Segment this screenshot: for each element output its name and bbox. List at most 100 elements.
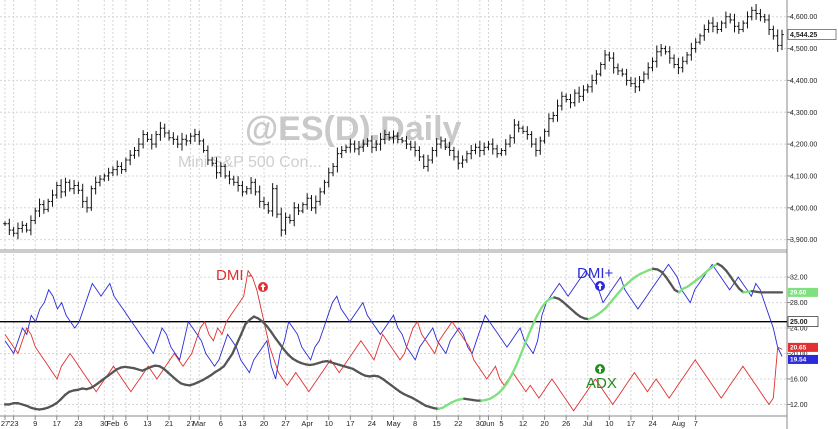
x-tick-label: 21 xyxy=(165,419,173,428)
price-bar xyxy=(417,146,422,162)
price-bar xyxy=(404,135,409,150)
reference-level-value: 25.00 xyxy=(790,319,808,326)
x-tick-label: 12 xyxy=(519,419,527,428)
price-bar xyxy=(210,156,214,167)
price-bar xyxy=(538,136,543,155)
price-bar xyxy=(124,157,128,173)
price-bar xyxy=(288,214,292,224)
price-bar xyxy=(76,181,81,195)
price-bar xyxy=(322,179,327,195)
reference-level-label: 25.00 xyxy=(787,316,819,327)
price-bar xyxy=(33,207,38,224)
price-bar xyxy=(603,49,607,70)
price-bar xyxy=(365,138,370,147)
x-tick-label: May xyxy=(386,419,400,428)
price-bar xyxy=(85,196,89,213)
price-bar xyxy=(305,193,309,210)
price-bar xyxy=(357,140,361,156)
x-tick-label: 20 xyxy=(540,419,548,428)
price-bar xyxy=(7,218,12,236)
price-bar xyxy=(50,189,55,207)
x-tick-label: Apr xyxy=(301,419,313,428)
price-axis-labels: 3,900.00 4,000.00 4,100.00 4,200.00 4,300.00… xyxy=(787,14,837,244)
adx-segment xyxy=(231,342,238,355)
price-bar xyxy=(568,93,573,109)
price-bar xyxy=(283,212,288,235)
x-tick-label: Feb xyxy=(106,419,119,428)
price-bar xyxy=(780,29,784,51)
price-bar xyxy=(542,128,547,144)
annotation-dmi-minus: DMI - xyxy=(216,267,268,292)
dmi-adx-lines xyxy=(3,262,784,412)
annotation-adx: ADX xyxy=(586,364,617,392)
price-bar xyxy=(374,140,379,152)
y-tick-label: 12.00 xyxy=(790,402,808,409)
price-bar xyxy=(106,167,111,181)
price-bar xyxy=(348,138,353,153)
price-bar xyxy=(128,150,132,166)
price-bar xyxy=(711,17,715,33)
price-bar xyxy=(499,148,504,156)
price-bar xyxy=(227,170,232,185)
price-bar xyxy=(292,202,297,227)
reference-level-box xyxy=(787,316,819,327)
adx-segment xyxy=(518,344,526,358)
price-bar xyxy=(279,207,284,237)
price-bar xyxy=(145,131,150,143)
price-bar xyxy=(667,46,672,64)
price-bar xyxy=(698,33,702,45)
price-bar xyxy=(737,21,741,34)
price-bar xyxy=(452,146,456,161)
price-bar xyxy=(171,132,176,145)
price-bar xyxy=(37,198,42,218)
price-bar xyxy=(676,58,681,75)
price-bar xyxy=(486,141,491,151)
price-bar xyxy=(167,130,171,141)
watermark-symbol: @ES(D),Daily xyxy=(245,110,462,148)
price-bar xyxy=(137,137,141,157)
price-bar xyxy=(132,147,137,159)
x-tick-label: 10 xyxy=(325,419,333,428)
price-bar xyxy=(314,195,318,214)
price-bar xyxy=(689,42,694,61)
x-tick-label: 30 xyxy=(100,419,108,428)
price-bar xyxy=(301,202,305,214)
price-bar xyxy=(512,119,517,144)
adx-segment xyxy=(669,282,676,291)
price-bar xyxy=(180,132,184,151)
last-price-label: 4,544.25 xyxy=(787,29,837,40)
adx-segment xyxy=(514,354,522,368)
price-bar xyxy=(547,113,551,137)
y-tick-label: 4,600.00 xyxy=(790,14,817,21)
price-bar xyxy=(29,215,33,236)
price-bar xyxy=(478,140,482,157)
x-tick-label: 7 xyxy=(694,419,698,428)
price-bar xyxy=(534,137,538,157)
last-price-box xyxy=(787,29,837,40)
value-label-text: 29.60 xyxy=(790,290,807,297)
price-bar xyxy=(296,203,301,215)
watermark-name: Mini S&P 500 Con... xyxy=(178,154,322,171)
price-bar xyxy=(624,68,629,86)
price-bar xyxy=(141,130,145,149)
price-bar xyxy=(473,143,478,155)
price-bar xyxy=(98,175,102,187)
price-bar xyxy=(732,13,737,33)
indicator-value-label: 20.65 xyxy=(788,342,818,352)
price-bar xyxy=(400,137,404,144)
adx-segment xyxy=(222,358,230,368)
price-bar xyxy=(42,200,46,214)
x-tick-label: 27 xyxy=(186,419,194,428)
price-bar xyxy=(111,166,115,177)
x-tick-label: 10 xyxy=(605,419,613,428)
price-bar xyxy=(24,222,29,233)
x-tick-label: Mar xyxy=(193,419,206,428)
price-bar xyxy=(749,6,754,21)
price-bar xyxy=(642,71,646,84)
price-bar xyxy=(119,162,124,174)
price-bar xyxy=(115,160,120,176)
price-bar xyxy=(616,63,620,76)
price-bar xyxy=(413,141,417,157)
price-bar xyxy=(516,120,521,133)
x-tick-label: Aug xyxy=(672,419,685,428)
